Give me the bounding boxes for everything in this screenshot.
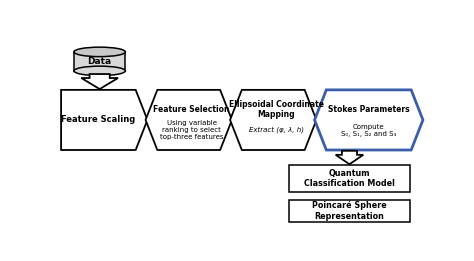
Polygon shape [336, 151, 363, 164]
Text: Compute
S₀, S₁, S₂ and S₃: Compute S₀, S₁, S₂ and S₃ [341, 124, 396, 137]
Polygon shape [146, 90, 232, 150]
Text: Poincaré Sphere
Representation: Poincaré Sphere Representation [312, 201, 387, 221]
FancyBboxPatch shape [74, 52, 125, 71]
Polygon shape [61, 90, 147, 150]
Polygon shape [230, 90, 316, 150]
FancyBboxPatch shape [289, 200, 410, 222]
Polygon shape [315, 90, 423, 150]
Text: Using variable
ranking to select
top-three features: Using variable ranking to select top-thr… [160, 120, 223, 140]
Text: Stokes Parameters: Stokes Parameters [328, 105, 410, 114]
Text: Feature Scaling: Feature Scaling [61, 115, 136, 124]
Text: Ellipsoidal Coordinate
Mapping: Ellipsoidal Coordinate Mapping [228, 100, 324, 120]
Text: Quantum
Classification Model: Quantum Classification Model [304, 169, 395, 188]
FancyBboxPatch shape [289, 165, 410, 192]
Ellipse shape [74, 47, 125, 57]
Text: Feature Selection: Feature Selection [154, 105, 230, 114]
Text: Data: Data [88, 57, 112, 66]
Polygon shape [82, 74, 118, 89]
Ellipse shape [74, 66, 125, 76]
Text: Extract (φ, λ, h): Extract (φ, λ, h) [249, 127, 304, 133]
